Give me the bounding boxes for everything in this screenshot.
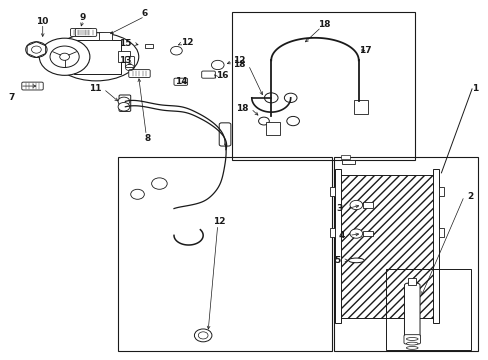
Bar: [438, 187, 443, 196]
Text: 9: 9: [80, 13, 86, 22]
Text: 1: 1: [471, 84, 478, 93]
FancyBboxPatch shape: [201, 71, 215, 78]
FancyBboxPatch shape: [403, 335, 420, 344]
Text: 10: 10: [37, 17, 49, 26]
Circle shape: [198, 332, 207, 339]
Ellipse shape: [406, 338, 417, 341]
Bar: [353, 100, 367, 114]
Circle shape: [284, 93, 296, 103]
Text: 12: 12: [213, 217, 225, 226]
Bar: [99, 32, 112, 40]
Bar: [329, 187, 334, 196]
Bar: [407, 278, 415, 285]
Circle shape: [170, 46, 182, 55]
FancyBboxPatch shape: [404, 283, 419, 338]
Bar: [341, 159, 355, 164]
Circle shape: [50, 46, 79, 67]
Text: 6: 6: [142, 9, 148, 18]
Bar: [438, 228, 443, 237]
Circle shape: [349, 201, 362, 210]
Text: 17: 17: [358, 46, 371, 55]
Bar: [266, 122, 280, 135]
FancyBboxPatch shape: [70, 28, 92, 36]
Text: 3: 3: [336, 204, 342, 213]
Bar: [232, 12, 414, 160]
FancyBboxPatch shape: [125, 57, 134, 67]
Circle shape: [130, 189, 144, 199]
Bar: [334, 157, 477, 351]
Text: 14: 14: [175, 77, 187, 86]
Text: 12: 12: [233, 56, 245, 65]
Circle shape: [258, 117, 269, 125]
Ellipse shape: [406, 346, 417, 349]
Circle shape: [151, 178, 167, 189]
Bar: [340, 155, 350, 158]
Text: 8: 8: [144, 134, 150, 143]
FancyBboxPatch shape: [119, 95, 130, 111]
Text: 11: 11: [89, 84, 102, 93]
Text: 16: 16: [216, 71, 228, 80]
FancyBboxPatch shape: [128, 69, 150, 77]
Text: 15: 15: [119, 39, 131, 48]
Bar: [334, 169, 340, 323]
FancyBboxPatch shape: [22, 82, 43, 90]
Text: 12: 12: [181, 38, 193, 47]
Circle shape: [349, 229, 362, 238]
Text: 5: 5: [333, 256, 339, 265]
Bar: [144, 44, 152, 48]
Text: 13: 13: [119, 56, 131, 65]
Text: 18: 18: [235, 104, 248, 113]
Bar: [385, 269, 469, 350]
Bar: [362, 202, 372, 208]
Bar: [339, 175, 433, 318]
Text: 18: 18: [318, 20, 330, 29]
Bar: [329, 228, 334, 237]
Circle shape: [194, 329, 211, 342]
FancyBboxPatch shape: [219, 123, 230, 146]
Bar: [118, 51, 130, 62]
Circle shape: [211, 60, 224, 69]
Text: 7: 7: [8, 93, 14, 102]
Circle shape: [118, 97, 129, 106]
FancyBboxPatch shape: [174, 78, 187, 85]
FancyBboxPatch shape: [75, 28, 97, 36]
Bar: [74, 40, 120, 74]
Circle shape: [39, 38, 90, 75]
Circle shape: [26, 42, 47, 58]
Bar: [118, 157, 331, 351]
Circle shape: [118, 103, 129, 111]
Circle shape: [264, 93, 278, 103]
Circle shape: [286, 116, 299, 126]
Bar: [362, 231, 372, 237]
Text: 4: 4: [338, 231, 344, 240]
Ellipse shape: [348, 258, 364, 263]
Text: 18: 18: [233, 60, 245, 69]
Bar: [432, 169, 438, 323]
Ellipse shape: [406, 342, 417, 345]
Text: 2: 2: [467, 192, 473, 201]
